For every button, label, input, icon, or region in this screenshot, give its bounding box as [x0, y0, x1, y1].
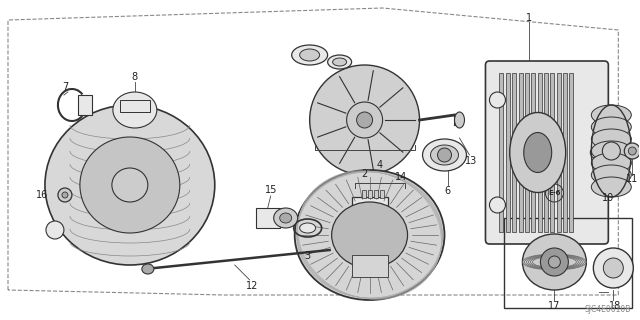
Ellipse shape: [490, 197, 506, 213]
Ellipse shape: [591, 165, 631, 185]
Text: 18: 18: [609, 301, 621, 311]
Text: 13: 13: [465, 156, 477, 166]
Bar: [557, 73, 561, 232]
Ellipse shape: [300, 223, 316, 233]
Text: 4: 4: [376, 160, 383, 170]
Ellipse shape: [310, 65, 420, 175]
Bar: [563, 73, 567, 232]
Circle shape: [62, 192, 68, 198]
Bar: [358, 204, 381, 220]
Circle shape: [347, 102, 383, 138]
Text: E-6: E-6: [548, 190, 561, 196]
Ellipse shape: [454, 112, 465, 128]
Bar: [544, 73, 548, 232]
Ellipse shape: [591, 177, 631, 197]
Ellipse shape: [46, 221, 64, 239]
Bar: [380, 190, 383, 198]
Ellipse shape: [591, 105, 631, 125]
Bar: [367, 190, 372, 198]
Ellipse shape: [604, 258, 623, 278]
Bar: [351, 197, 388, 227]
Ellipse shape: [333, 58, 347, 66]
Ellipse shape: [45, 105, 215, 265]
Text: 17: 17: [548, 301, 561, 311]
Text: 2: 2: [362, 169, 368, 179]
Text: 16: 16: [36, 190, 48, 200]
Bar: [256, 208, 280, 228]
Text: 11: 11: [626, 174, 639, 184]
Ellipse shape: [602, 142, 620, 160]
Ellipse shape: [80, 137, 180, 233]
Text: 7: 7: [62, 82, 68, 92]
Ellipse shape: [300, 49, 319, 61]
Bar: [531, 73, 535, 232]
Ellipse shape: [624, 143, 640, 159]
Text: 14: 14: [396, 172, 408, 182]
Ellipse shape: [280, 213, 292, 223]
Ellipse shape: [142, 264, 154, 274]
Bar: [512, 73, 516, 232]
Ellipse shape: [590, 147, 602, 158]
Ellipse shape: [328, 55, 351, 69]
Ellipse shape: [591, 153, 631, 173]
Bar: [538, 73, 541, 232]
Text: 1: 1: [526, 13, 532, 23]
Ellipse shape: [509, 113, 566, 193]
Text: 15: 15: [264, 185, 277, 195]
Ellipse shape: [591, 129, 631, 149]
Bar: [506, 73, 510, 232]
Bar: [570, 73, 573, 232]
Bar: [120, 100, 150, 112]
Bar: [550, 73, 554, 232]
Ellipse shape: [522, 234, 586, 290]
Bar: [351, 255, 388, 277]
Text: 6: 6: [444, 186, 451, 196]
Ellipse shape: [524, 132, 552, 172]
Ellipse shape: [113, 92, 157, 128]
Circle shape: [356, 112, 372, 128]
Text: 10: 10: [602, 193, 614, 203]
Bar: [504, 218, 632, 308]
FancyBboxPatch shape: [486, 61, 609, 244]
Circle shape: [58, 188, 72, 202]
Bar: [518, 73, 522, 232]
Ellipse shape: [431, 145, 458, 165]
Text: 8: 8: [132, 72, 138, 82]
Ellipse shape: [112, 168, 148, 202]
Text: 3: 3: [305, 251, 311, 261]
Ellipse shape: [548, 256, 561, 268]
Ellipse shape: [540, 248, 568, 276]
Ellipse shape: [490, 92, 506, 108]
Ellipse shape: [422, 139, 467, 171]
Ellipse shape: [332, 202, 408, 268]
Bar: [374, 190, 378, 198]
Ellipse shape: [591, 117, 631, 137]
Bar: [78, 95, 92, 115]
Bar: [499, 73, 504, 232]
Ellipse shape: [593, 248, 634, 288]
Text: 12: 12: [246, 281, 258, 291]
Ellipse shape: [294, 170, 445, 300]
Bar: [362, 190, 365, 198]
Ellipse shape: [628, 147, 636, 155]
Text: SJC4E0610B: SJC4E0610B: [585, 305, 631, 314]
Ellipse shape: [292, 45, 328, 65]
Ellipse shape: [438, 148, 451, 162]
Ellipse shape: [591, 141, 631, 161]
Bar: [525, 73, 529, 232]
Ellipse shape: [274, 208, 298, 228]
